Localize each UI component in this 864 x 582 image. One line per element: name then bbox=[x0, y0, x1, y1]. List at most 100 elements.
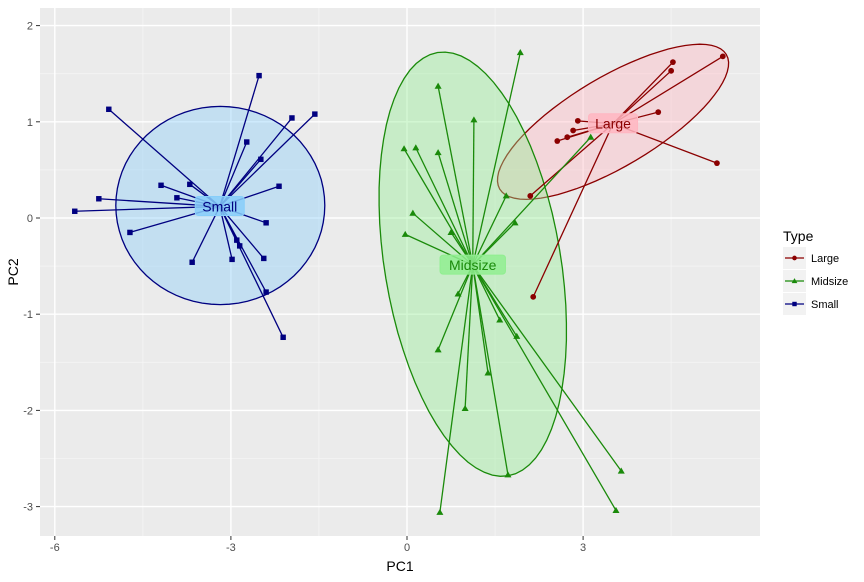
large-label: Large bbox=[588, 113, 639, 134]
large-point bbox=[554, 138, 561, 144]
large-point bbox=[564, 134, 571, 141]
midsize-point bbox=[454, 290, 462, 297]
large-point bbox=[668, 67, 675, 74]
midsize-label-text: Midsize bbox=[449, 257, 497, 273]
small-segment bbox=[219, 206, 267, 293]
midsize-point bbox=[401, 230, 409, 237]
large-point bbox=[714, 160, 720, 167]
small-point bbox=[189, 259, 195, 265]
gridlines bbox=[40, 8, 760, 536]
midsize-point bbox=[612, 506, 620, 514]
y-tick-label: -3 bbox=[23, 502, 33, 514]
small-point bbox=[289, 115, 295, 121]
small-point bbox=[280, 334, 286, 341]
midsize-segment bbox=[464, 265, 474, 409]
midsize-segment bbox=[472, 264, 622, 472]
small-point bbox=[244, 139, 250, 145]
y-axis-title: PC2 bbox=[5, 258, 21, 285]
legend-key-square bbox=[792, 301, 797, 307]
y-tick-label: -1 bbox=[23, 309, 33, 321]
midsize-segment bbox=[437, 152, 474, 266]
small-point bbox=[187, 181, 193, 188]
midsize-point bbox=[502, 192, 510, 199]
large-point bbox=[527, 192, 534, 199]
small-point bbox=[261, 255, 267, 262]
midsize-point bbox=[484, 369, 492, 376]
midsize-segment bbox=[415, 147, 474, 266]
points bbox=[72, 49, 726, 515]
legend-label-small: Small bbox=[811, 299, 839, 311]
midsize-point bbox=[461, 404, 469, 412]
midsize-segment bbox=[472, 52, 521, 266]
midsize-segment bbox=[472, 136, 592, 266]
y-tick-label: 1 bbox=[27, 117, 33, 129]
small-segment bbox=[219, 75, 260, 207]
small-segment bbox=[219, 113, 316, 207]
legend-label-large: Large bbox=[811, 253, 839, 265]
x-tick-label: -6 bbox=[50, 542, 60, 554]
small-segment bbox=[108, 108, 221, 207]
small-point bbox=[263, 220, 269, 226]
y-tick-label: -2 bbox=[23, 405, 33, 417]
small-point bbox=[234, 237, 240, 243]
small-point bbox=[312, 111, 318, 117]
small-point bbox=[229, 256, 235, 263]
large-point bbox=[670, 59, 676, 66]
midsize-label: Midsize bbox=[439, 254, 506, 275]
y-tick-label: 2 bbox=[27, 21, 33, 33]
midsize-segment bbox=[472, 119, 475, 266]
small-point bbox=[127, 229, 133, 236]
midsize-segment bbox=[472, 195, 507, 266]
small-point bbox=[276, 183, 282, 189]
midsize-point bbox=[496, 316, 504, 323]
midsize-segment bbox=[437, 264, 474, 351]
midsize-point bbox=[587, 133, 595, 140]
midsize-point bbox=[504, 471, 512, 478]
legend-key-triangle bbox=[791, 278, 798, 284]
midsize-point bbox=[434, 149, 442, 156]
large-point bbox=[530, 294, 537, 300]
midsize-point bbox=[470, 116, 478, 123]
small-point bbox=[263, 289, 269, 295]
legend: Type Large Midsize Small bbox=[783, 228, 848, 315]
midsize-segment bbox=[472, 264, 617, 511]
large-point bbox=[655, 109, 662, 116]
axes: 2 1 0 -1 -2 -3 -6 -3 0 3 bbox=[23, 21, 586, 554]
midsize-point bbox=[617, 467, 625, 474]
small-point bbox=[72, 208, 78, 214]
midsize-segment bbox=[439, 265, 474, 513]
x-tick-label: 3 bbox=[580, 542, 586, 554]
legend-label-midsize: Midsize bbox=[811, 276, 848, 288]
midsize-point bbox=[436, 508, 444, 515]
small-label-text: Small bbox=[202, 198, 237, 214]
midsize-point bbox=[511, 219, 519, 226]
large-point bbox=[570, 127, 577, 134]
small-label-box bbox=[194, 195, 245, 216]
midsize-point bbox=[447, 228, 455, 235]
small-label: Small bbox=[194, 195, 245, 216]
large-point bbox=[574, 117, 581, 124]
legend-title: Type bbox=[783, 228, 814, 244]
midsize-segment bbox=[403, 148, 474, 266]
small-point bbox=[106, 106, 112, 113]
midsize-label-box bbox=[439, 254, 506, 275]
x-tick-label: 0 bbox=[404, 542, 410, 554]
midsize-point bbox=[434, 82, 442, 89]
large-point bbox=[719, 53, 726, 60]
large-segment bbox=[612, 55, 724, 125]
midsize-point bbox=[409, 209, 417, 216]
small-point bbox=[158, 182, 164, 189]
midsize-point bbox=[513, 332, 521, 339]
small-segment bbox=[219, 206, 284, 338]
midsize-point bbox=[434, 346, 442, 353]
large-segment bbox=[529, 123, 614, 197]
small-point bbox=[96, 196, 102, 202]
midsize-point bbox=[400, 145, 408, 152]
small-segment bbox=[219, 141, 248, 207]
midsize-point bbox=[516, 49, 524, 56]
small-point bbox=[236, 243, 243, 249]
midsize-segment bbox=[472, 265, 509, 475]
midsize-point bbox=[412, 144, 420, 151]
group-labels: Large Midsize Small bbox=[194, 113, 639, 275]
